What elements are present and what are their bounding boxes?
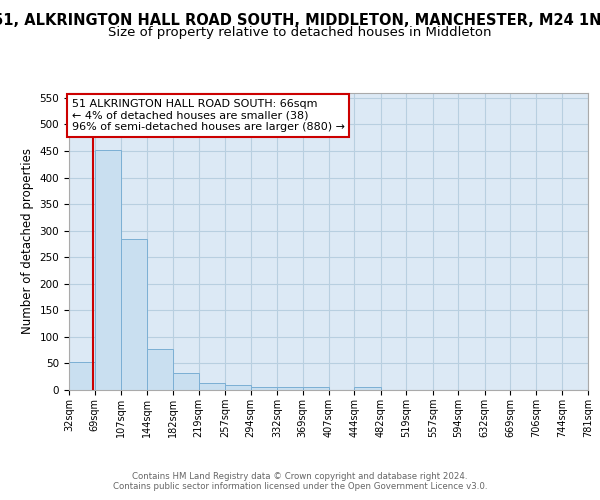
Text: 51 ALKRINGTON HALL ROAD SOUTH: 66sqm
← 4% of detached houses are smaller (38)
96: 51 ALKRINGTON HALL ROAD SOUTH: 66sqm ← 4… <box>72 99 345 132</box>
Text: 51, ALKRINGTON HALL ROAD SOUTH, MIDDLETON, MANCHESTER, M24 1NJ: 51, ALKRINGTON HALL ROAD SOUTH, MIDDLETO… <box>0 12 600 28</box>
Bar <box>173 373 199 390</box>
Bar <box>95 150 121 390</box>
Text: Contains HM Land Registry data © Crown copyright and database right 2024.: Contains HM Land Registry data © Crown c… <box>132 472 468 481</box>
Bar <box>225 384 251 390</box>
Bar <box>199 382 225 390</box>
Bar <box>69 362 95 390</box>
Bar <box>146 349 173 390</box>
Text: Size of property relative to detached houses in Middleton: Size of property relative to detached ho… <box>108 26 492 39</box>
Bar <box>121 239 146 390</box>
Bar <box>302 388 329 390</box>
Bar <box>251 388 277 390</box>
Y-axis label: Number of detached properties: Number of detached properties <box>21 148 34 334</box>
Text: Contains public sector information licensed under the Open Government Licence v3: Contains public sector information licen… <box>113 482 487 491</box>
Bar <box>277 388 302 390</box>
Bar <box>355 388 381 390</box>
